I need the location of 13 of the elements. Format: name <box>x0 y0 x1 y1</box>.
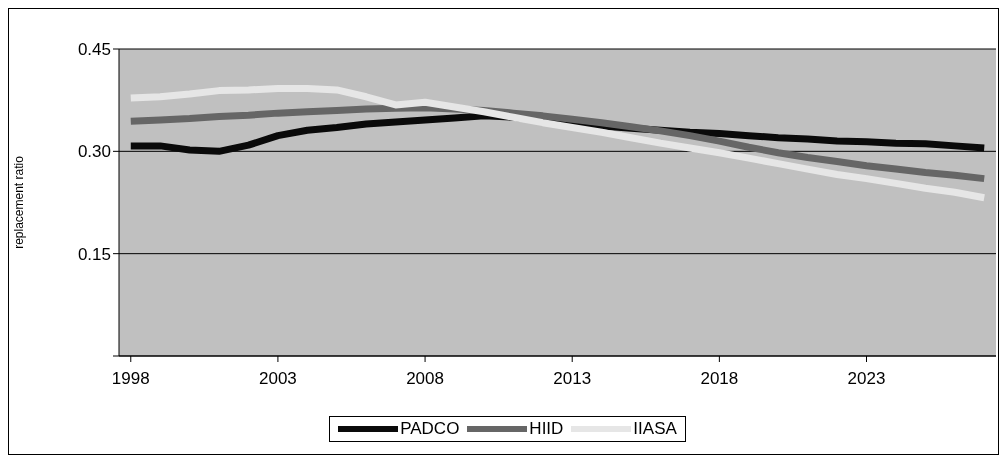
legend-label: PADCO <box>400 419 460 439</box>
y-axis-title: replacement ratio <box>12 155 27 249</box>
x-tick-label: 2013 <box>553 369 592 389</box>
x-tick-label: 2023 <box>847 369 886 389</box>
y-tick-label: 0.15 <box>77 244 111 264</box>
x-tick-label: 2018 <box>700 369 739 389</box>
y-tick-label: 0.45 <box>77 40 111 60</box>
legend-label: IIASA <box>633 419 677 439</box>
legend-label: HIID <box>529 419 564 439</box>
x-tick-label: 2003 <box>259 369 297 389</box>
x-tick-label: 1998 <box>111 369 150 389</box>
y-tick-label: 0.30 <box>77 142 111 162</box>
x-tick-label: 2008 <box>406 369 444 389</box>
